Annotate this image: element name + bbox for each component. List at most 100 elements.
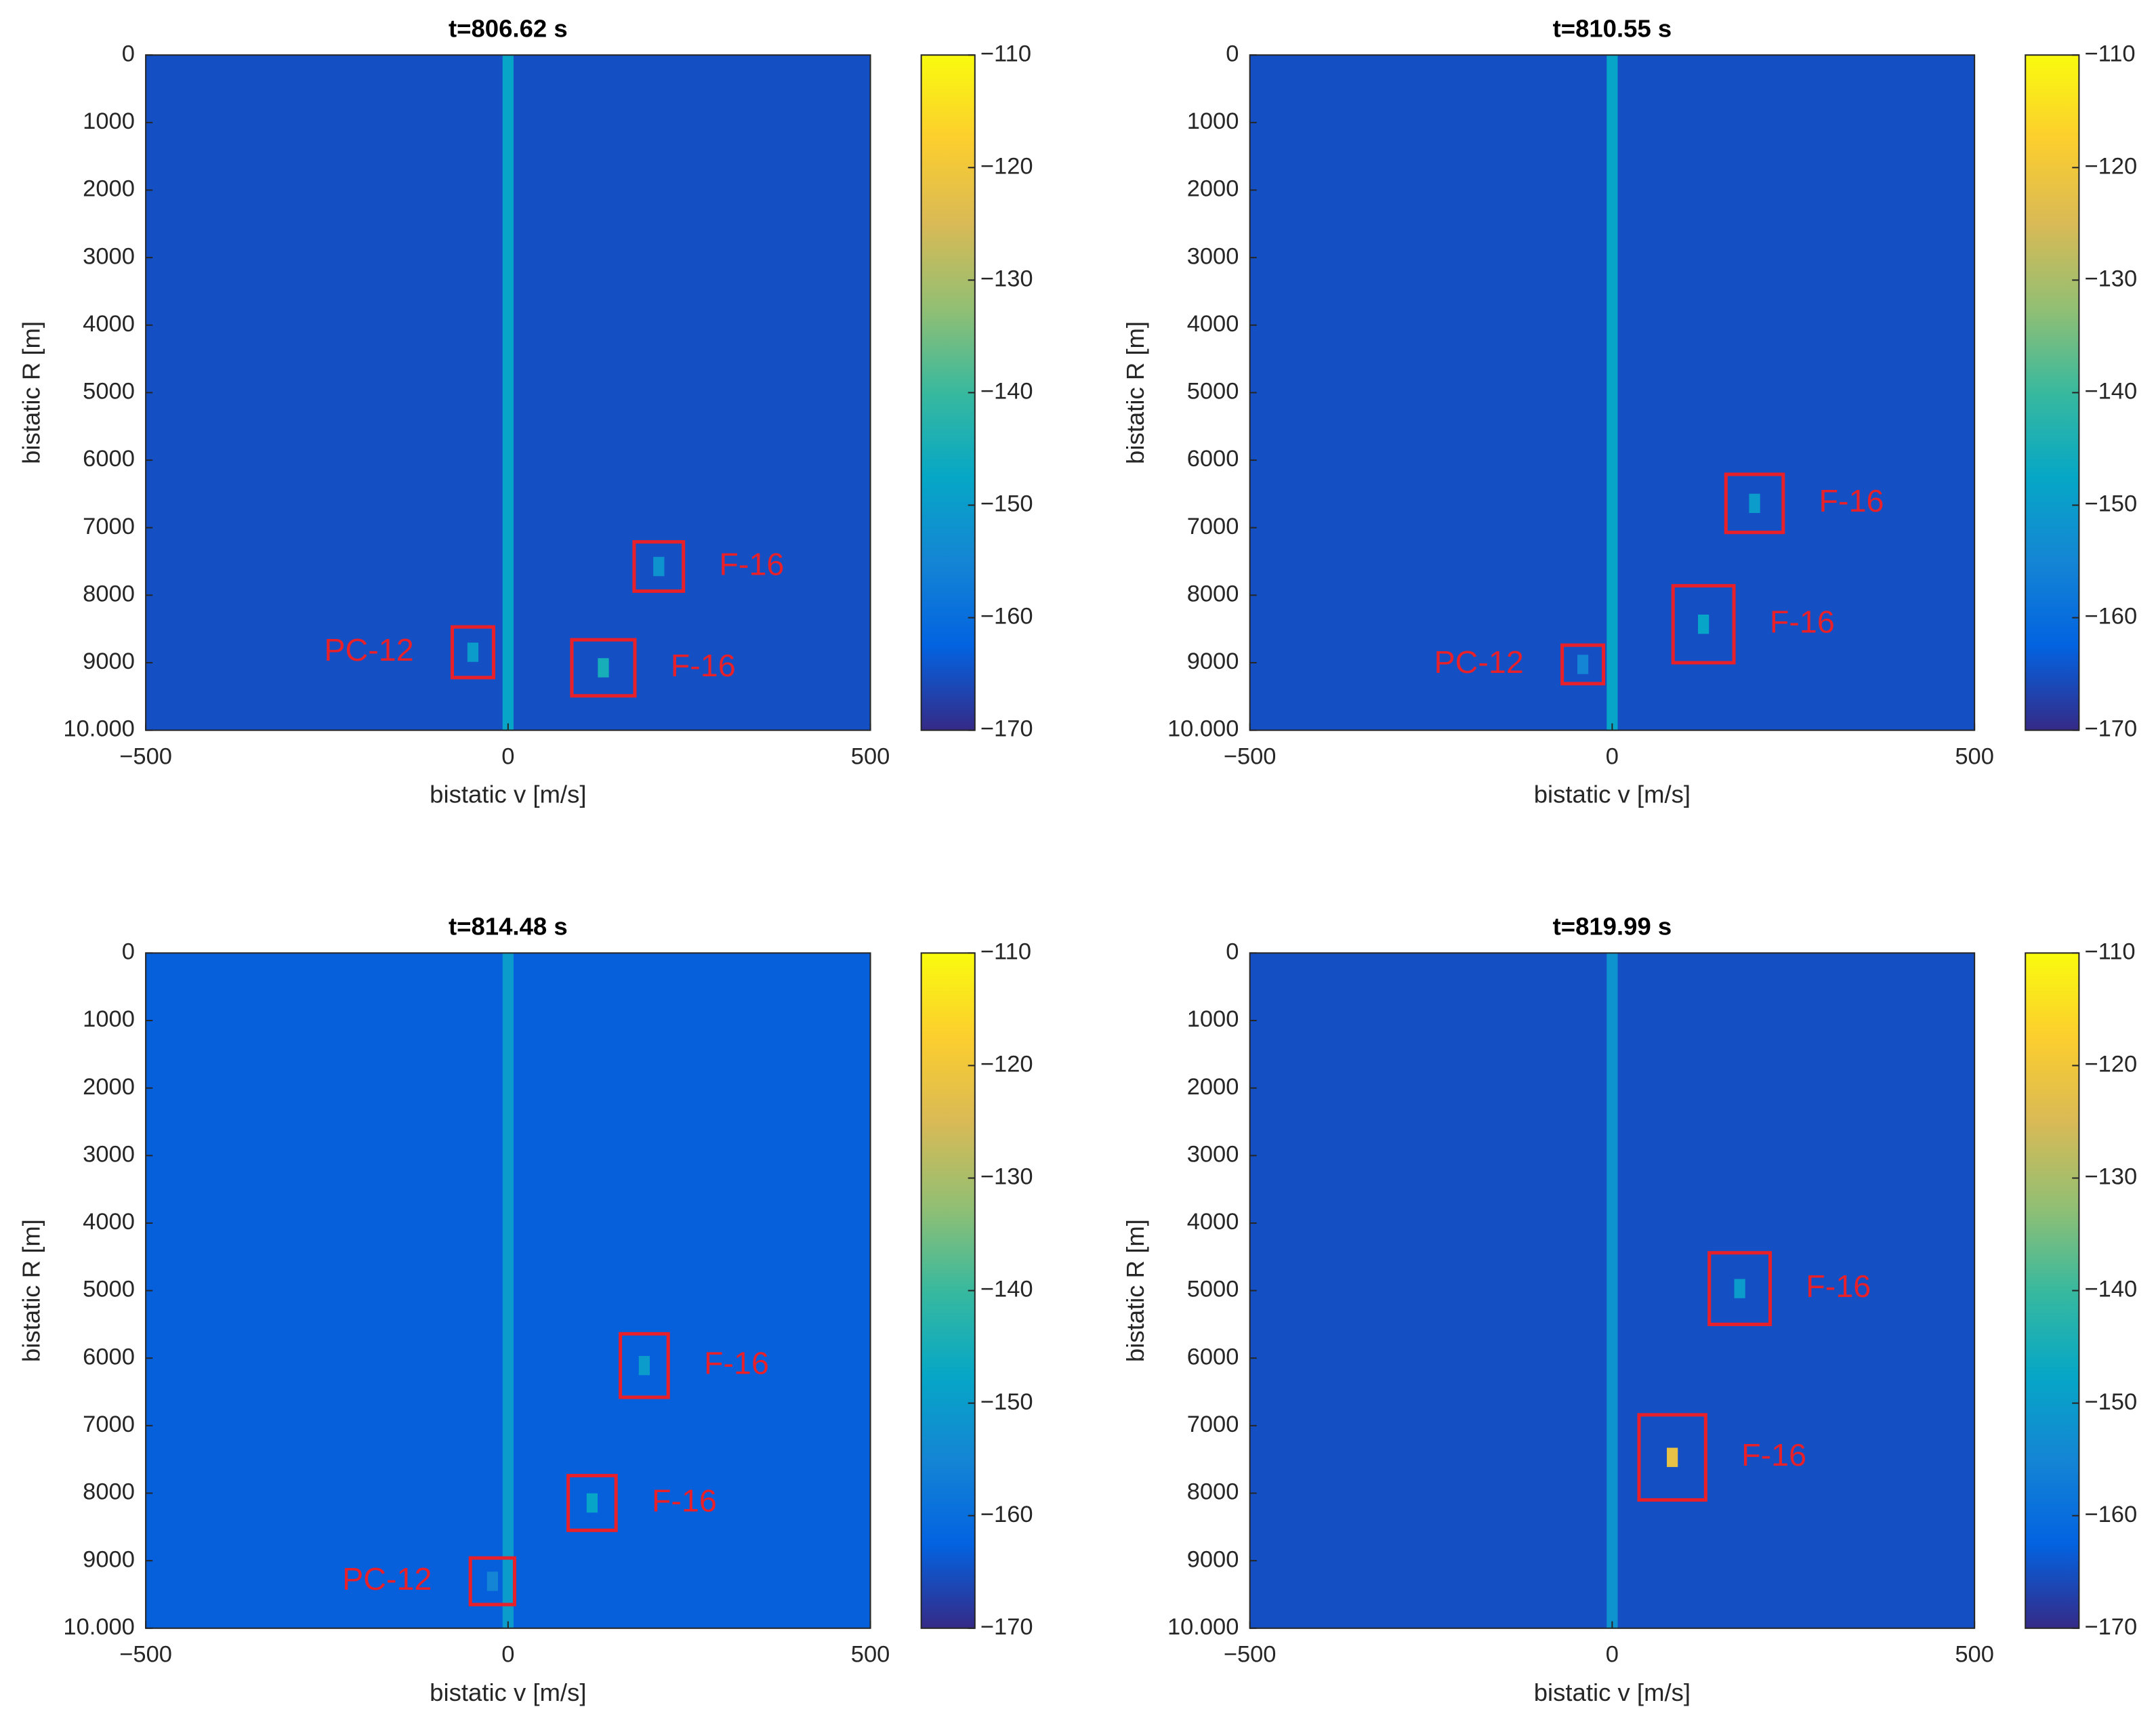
y-axis-label: bistatic R [m] [17,1219,45,1362]
y-tick-label: 3000 [83,243,135,269]
x-tick-label: 0 [501,1641,514,1667]
y-tick-label: 7000 [1187,514,1239,539]
y-tick-label: 6000 [1187,1344,1239,1369]
target-label: F-16 [1819,483,1884,518]
x-tick-label: 500 [1955,1641,1994,1667]
y-tick-label: 4000 [83,1209,135,1235]
target-label: F-16 [671,648,736,683]
colorbar-tick-label: −130 [2084,1164,2137,1190]
x-tick-label: 0 [501,743,514,769]
y-axis-label: bistatic R [m] [1121,321,1149,464]
target-peak [1698,614,1709,634]
target-label: F-16 [1806,1269,1871,1304]
y-tick-label: 9000 [1187,1546,1239,1572]
y-tick-label: 9000 [83,1546,135,1572]
y-tick-label: 6000 [1187,446,1239,472]
y-tick-label: 8000 [83,581,135,606]
target-peak [1734,1279,1745,1298]
x-tick-label: −500 [1224,743,1277,769]
colorbar-tick-label: −130 [980,1164,1033,1190]
target-label: PC-12 [1434,644,1524,680]
clutter-ridge [1606,55,1618,730]
target-box [1724,472,1785,535]
target-label: F-16 [1741,1437,1806,1472]
y-tick-label: 3000 [83,1141,135,1167]
colorbar-tick-label: −120 [2084,1052,2137,1077]
target-peak [638,1355,650,1376]
y-tick-label: 4000 [1187,311,1239,337]
colorbar-tick-label: −140 [2084,379,2137,405]
x-tick-label: 500 [1955,743,1994,769]
panel: t=810.55 s F-16 F-16 PC-12 0 1000 2000 3000 4000… [1121,14,2137,808]
chart-title: t=810.55 s [1553,14,1672,42]
y-tick-label: 5000 [1187,1277,1239,1302]
target-label: F-16 [1770,604,1835,640]
panel: t=819.99 sF-16F-160100020003000400050006… [1121,912,2137,1706]
target-label: F-16 [652,1483,717,1518]
target-peak [467,642,479,662]
target-box [1707,1251,1773,1326]
panel: t=814.48 s F-16 F-16 PC-12 0 1000 2000 3000 4000… [17,912,1033,1706]
colorbar-tick-label: −140 [980,379,1033,405]
target-box [1637,1413,1707,1502]
x-tick-label: −500 [119,1641,172,1667]
colorbar-tick-label: −130 [2084,266,2137,291]
y-tick-label: 2000 [83,176,135,202]
target-peak [1749,493,1760,514]
y-tick-label: 4000 [83,311,135,337]
clutter-ridge [502,953,514,1628]
y-tick-label: 0 [1226,939,1239,964]
y-tick-label: 1000 [1187,108,1239,134]
clutter-ridge [1606,953,1618,1628]
y-tick-label: 0 [1226,41,1239,66]
target-peak [586,1493,598,1513]
colorbar-tick-label: −170 [980,1614,1033,1640]
colorbar-tick-label: −160 [980,604,1033,630]
chart-title: t=806.62 s [449,14,568,42]
target-box [570,638,637,698]
target-label: F-16 [719,546,784,581]
panel: t=806.62 s F-16 PC-12 F-16 0 1000 2000 3000 4000… [17,14,1033,808]
colorbar-tick-label: −150 [980,1389,1033,1415]
colorbar [920,54,976,731]
target-box [619,1332,670,1399]
x-axis-label: bistatic v [m/s] [1534,781,1691,808]
colorbar-tick-label: −170 [2084,716,2137,742]
y-tick-label: 2000 [1187,176,1239,202]
target-peak [1577,655,1589,674]
y-tick-label: 10.000 [63,716,134,742]
target-box [566,1474,618,1532]
y-tick-label: 10.000 [1167,716,1239,742]
colorbar-tick-label: −110 [980,41,1031,66]
colorbar-tick-label: −110 [2084,939,2135,964]
x-tick-label: −500 [1224,1641,1277,1667]
y-axis-label: bistatic R [m] [17,321,45,464]
y-tick-label: 6000 [83,446,135,472]
x-tick-label: 500 [851,1641,890,1667]
colorbar-tick-label: −140 [2084,1277,2137,1302]
target-peak [653,556,665,577]
x-tick-label: 0 [1606,743,1619,769]
colorbar-tick-label: −160 [980,1502,1033,1527]
colorbar-tick-label: −160 [2084,1502,2137,1527]
colorbar-tick-label: −120 [980,153,1033,179]
y-tick-label: 9000 [1187,648,1239,674]
target-box [450,625,495,680]
target-label: PC-12 [342,1561,432,1597]
x-axis-label: bistatic v [m/s] [430,1678,586,1706]
y-tick-label: 2000 [83,1074,135,1100]
y-tick-label: 3000 [1187,243,1239,269]
y-tick-label: 9000 [83,648,135,674]
y-tick-label: 3000 [1187,1141,1239,1167]
colorbar-tick-label: −120 [980,1052,1033,1077]
target-box [1560,643,1606,686]
target-box [468,1556,517,1607]
clutter-ridge [502,55,514,730]
colorbar-tick-label: −170 [980,716,1033,742]
y-tick-label: 8000 [83,1479,135,1505]
colorbar-tick-label: −150 [2084,491,2137,517]
target-box [1671,583,1736,665]
y-tick-label: 2000 [1187,1074,1239,1100]
colorbar [2025,54,2080,731]
